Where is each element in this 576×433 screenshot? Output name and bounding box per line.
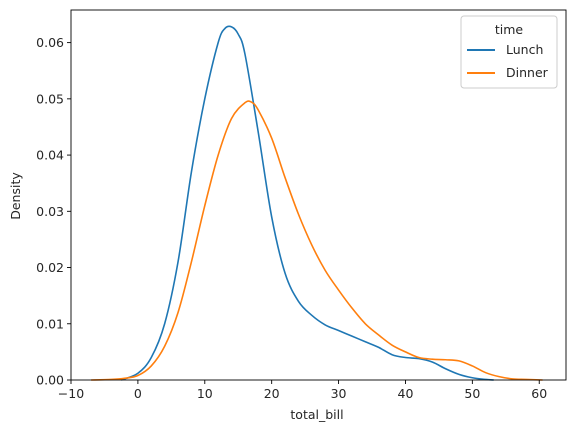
x-tick-label: 60 <box>531 386 547 401</box>
y-tick-label: 0.00 <box>36 373 64 388</box>
legend-title: time <box>495 22 524 37</box>
x-tick-label: 0 <box>134 386 142 401</box>
series-lines <box>91 25 543 381</box>
legend-frame <box>460 15 558 89</box>
plot-frame <box>70 9 567 381</box>
x-tick-label: 40 <box>398 386 414 401</box>
y-tick-label: 0.03 <box>36 204 64 219</box>
y-tick-label: 0.01 <box>36 316 64 331</box>
tick-group: −10 0 10 20 30 40 50 60 0.00 0.01 0.02 0.03 0.04 0.05… <box>36 35 547 401</box>
series-line-dinner <box>91 100 543 381</box>
y-tick-label: 0.05 <box>36 91 64 106</box>
legend: time Lunch Dinner <box>460 15 558 89</box>
x-tick-label: 10 <box>197 386 213 401</box>
x-tick-label: −10 <box>58 386 84 401</box>
x-axis-title: total_bill <box>290 407 343 422</box>
y-tick-label: 0.02 <box>36 260 64 275</box>
axes <box>70 9 567 381</box>
x-tick-label: 50 <box>464 386 480 401</box>
y-tick-label: 0.06 <box>36 35 64 50</box>
series-line-lunch <box>120 25 494 381</box>
x-tick-label: 20 <box>264 386 280 401</box>
legend-label-dinner: Dinner <box>506 65 549 80</box>
y-tick-label: 0.04 <box>36 148 64 163</box>
x-tick-label: 30 <box>331 386 347 401</box>
legend-label-lunch: Lunch <box>506 42 543 57</box>
y-axis-title: Density <box>8 172 23 220</box>
